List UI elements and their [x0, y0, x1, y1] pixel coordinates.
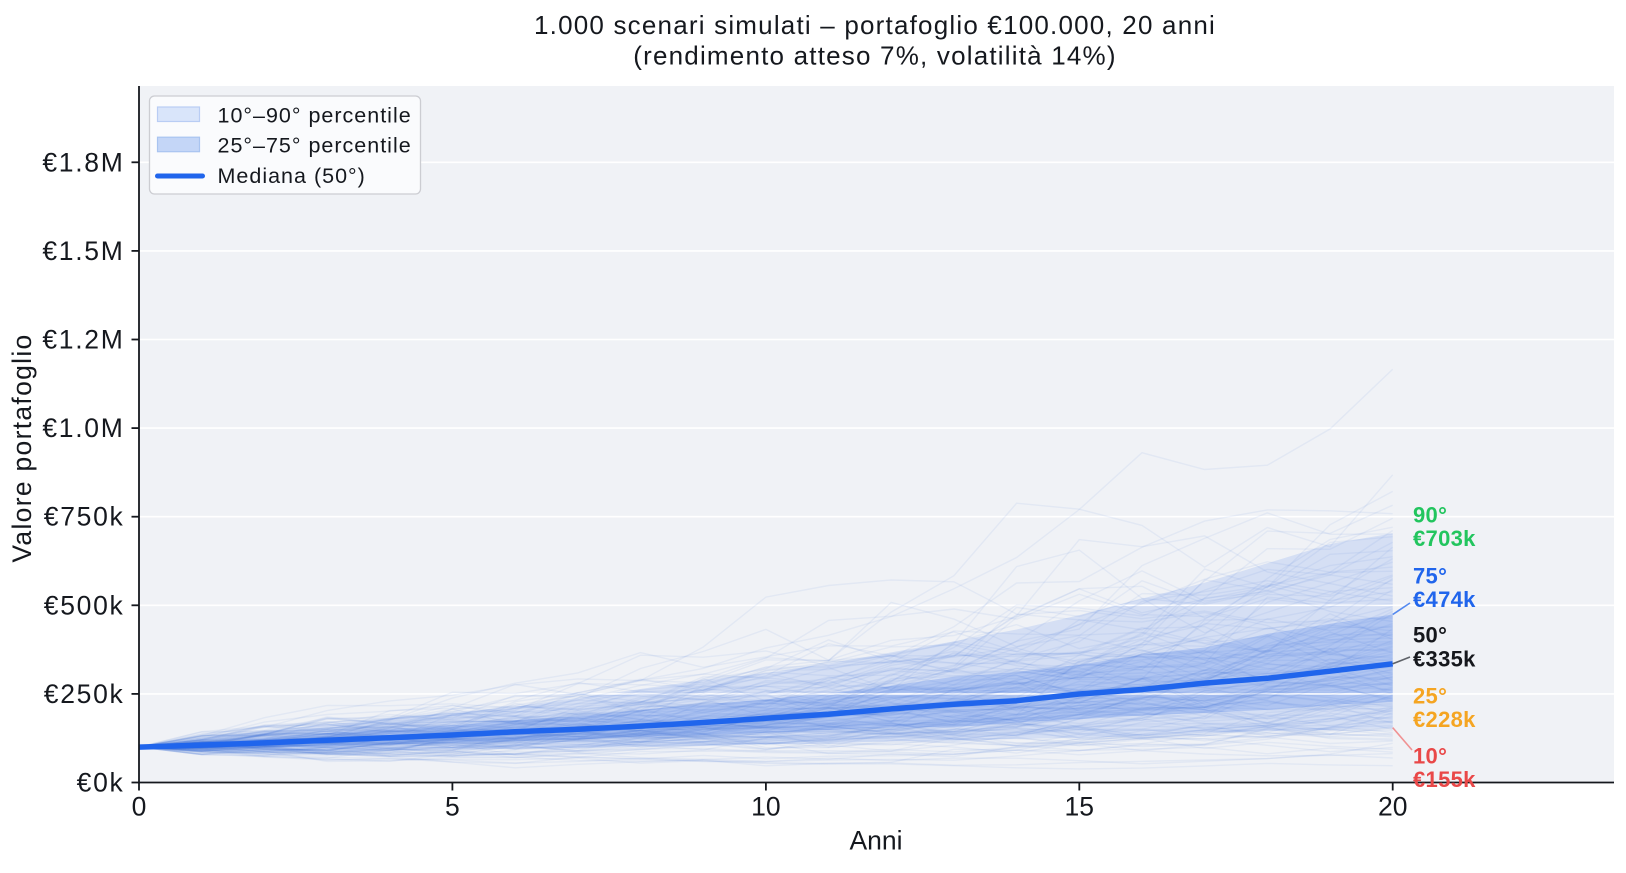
svg-text:Mediana (50°): Mediana (50°)	[218, 164, 366, 188]
svg-text:€1.2M: €1.2M	[42, 325, 124, 355]
svg-text:Anni: Anni	[849, 826, 902, 856]
svg-text:25°: 25°	[1413, 684, 1447, 709]
svg-text:€1.5M: €1.5M	[42, 236, 124, 266]
svg-text:€750k: €750k	[44, 502, 125, 532]
svg-text:10: 10	[751, 792, 780, 822]
svg-text:€155k: €155k	[1413, 767, 1476, 792]
svg-text:50°: 50°	[1413, 623, 1447, 648]
svg-text:Valore portafoglio: Valore portafoglio	[7, 333, 37, 562]
svg-text:75°: 75°	[1413, 564, 1447, 589]
svg-text:15: 15	[1065, 792, 1094, 822]
svg-text:(rendimento atteso 7%, volatil: (rendimento atteso 7%, volatilità 14%)	[633, 41, 1117, 71]
svg-text:90°: 90°	[1413, 503, 1447, 528]
svg-text:€335k: €335k	[1413, 647, 1476, 672]
svg-text:€0k: €0k	[77, 768, 125, 798]
svg-text:€228k: €228k	[1413, 707, 1476, 732]
svg-text:0: 0	[132, 792, 147, 822]
svg-text:5: 5	[445, 792, 460, 822]
svg-text:20: 20	[1378, 792, 1407, 822]
svg-text:10°–90° percentile: 10°–90° percentile	[218, 104, 412, 128]
svg-text:€1.0M: €1.0M	[42, 413, 124, 443]
svg-text:1.000 scenari simulati – porta: 1.000 scenari simulati – portafoglio €10…	[534, 10, 1216, 40]
svg-text:10°: 10°	[1413, 744, 1447, 769]
svg-text:€250k: €250k	[44, 679, 125, 709]
svg-text:25°–75° percentile: 25°–75° percentile	[218, 134, 412, 158]
svg-text:€500k: €500k	[44, 590, 125, 620]
svg-text:€474k: €474k	[1413, 587, 1476, 612]
svg-text:€703k: €703k	[1413, 526, 1476, 551]
svg-text:€1.8M: €1.8M	[42, 147, 124, 177]
